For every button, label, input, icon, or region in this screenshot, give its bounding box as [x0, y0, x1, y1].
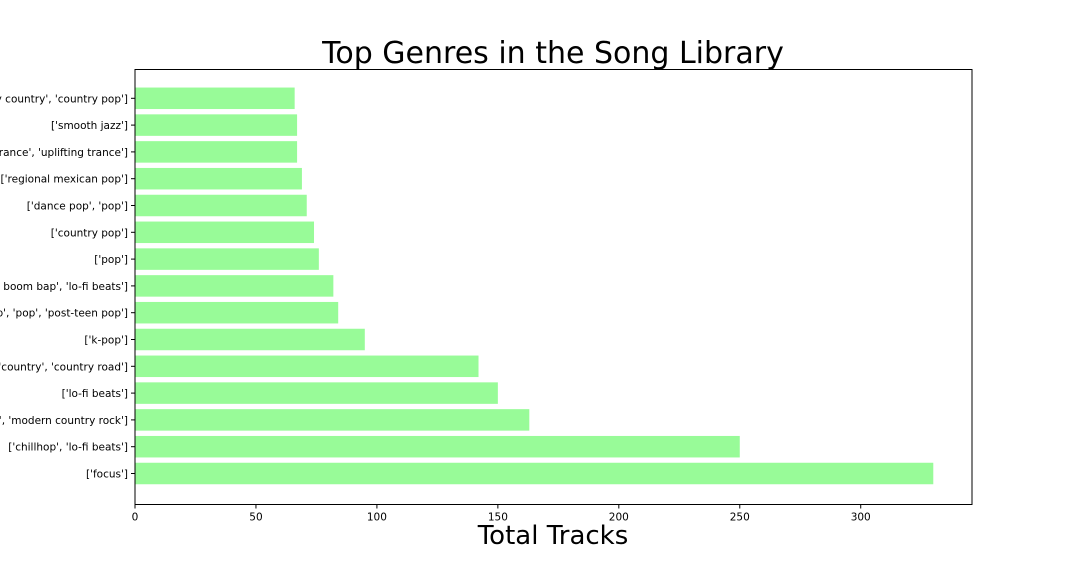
x-ticks-group: 0 50 100 150 200 250 300 [132, 504, 871, 524]
y-tick-label-3: ['lo-fi beats'] [62, 388, 128, 400]
bar-10 [135, 194, 307, 217]
x-tick-label-0: 0 [132, 512, 139, 524]
y-tick-label-8: ['pop'] [94, 254, 128, 266]
bar-5 [135, 328, 365, 351]
x-tick-label-4: 200 [609, 512, 629, 524]
bar-3 [135, 382, 498, 404]
x-tick-label-3: 150 [488, 512, 508, 524]
y-tick-label-7: zz boom bap', 'lo-fi beats'] [0, 281, 128, 293]
chart-title: Top Genres in the Song Library [321, 36, 784, 71]
x-tick-label-5: 250 [730, 512, 750, 524]
y-tick-label-9: ['country pop'] [51, 227, 128, 239]
bar-11 [135, 167, 302, 190]
bar-1 [135, 435, 740, 458]
x-axis-label: Total Tracks [477, 521, 629, 551]
x-tick-label-1: 50 [249, 512, 262, 524]
bar-12 [135, 141, 298, 163]
bars-group [135, 87, 934, 485]
y-tick-label-2: d', 'modern country rock'] [0, 415, 128, 427]
bar-13 [135, 114, 298, 136]
y-labels-group: ['focus'] ['chillhop', 'lo-fi beats'] d', … [0, 93, 135, 481]
bar-7 [135, 275, 334, 297]
y-tick-label-11: ['regional mexican pop'] [1, 174, 128, 186]
y-tick-label-10: ['dance pop', 'pop'] [27, 201, 128, 213]
bar-0 [135, 462, 934, 485]
bar-9 [135, 221, 315, 244]
bar-8 [135, 248, 319, 270]
y-tick-label-5: ['k-pop'] [84, 335, 128, 347]
y-tick-label-1: ['chillhop', 'lo-fi beats'] [8, 442, 128, 454]
bar-2 [135, 409, 530, 431]
bar-6 [135, 301, 339, 324]
y-tick-label-6: op', 'pop', 'post-teen pop'] [0, 308, 128, 320]
y-tick-label-13: ['smooth jazz'] [51, 120, 128, 132]
x-tick-label-2: 100 [367, 512, 387, 524]
y-tick-label-0: ['focus'] [86, 469, 128, 481]
x-tick-label-6: 300 [851, 512, 871, 524]
plot-frame [134, 69, 973, 505]
y-tick-label-14: ry country', 'country pop'] [0, 93, 128, 105]
bar-14 [135, 87, 295, 110]
bar-4 [135, 355, 479, 378]
y-tick-label-12: trance', 'uplifting trance'] [0, 147, 128, 159]
y-tick-label-4: 'country', 'country road'] [0, 361, 128, 373]
